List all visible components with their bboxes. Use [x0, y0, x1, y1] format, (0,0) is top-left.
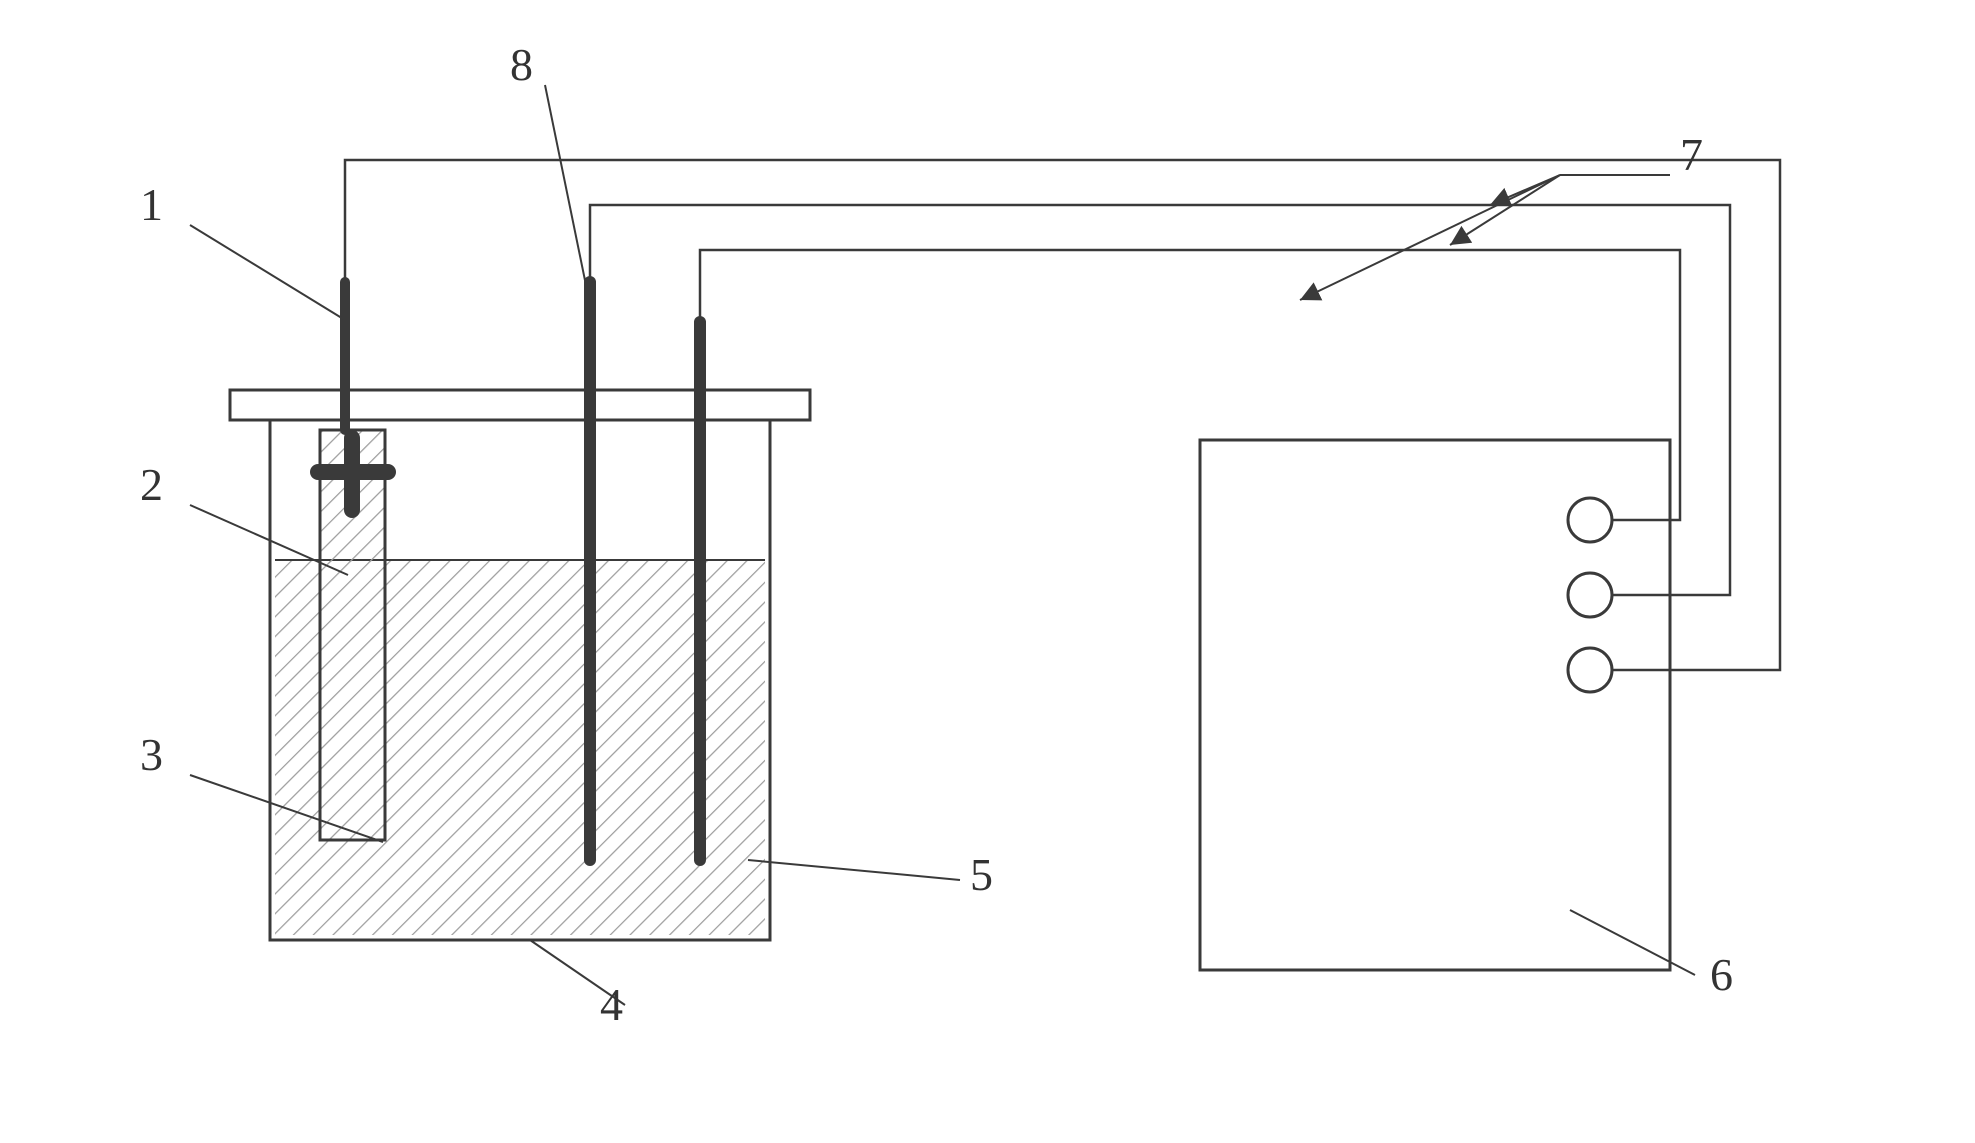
schematic-diagram — [0, 0, 1975, 1143]
label-4: 4 — [600, 978, 623, 1031]
label-1: 1 — [140, 178, 163, 231]
sample-holder — [318, 430, 388, 840]
label-2: 2 — [140, 458, 163, 511]
label-6: 6 — [1710, 948, 1733, 1001]
instrument-box — [1200, 440, 1670, 970]
label-7: 7 — [1680, 128, 1703, 181]
label-5: 5 — [970, 848, 993, 901]
label-3: 3 — [140, 728, 163, 781]
label-8: 8 — [510, 38, 533, 91]
